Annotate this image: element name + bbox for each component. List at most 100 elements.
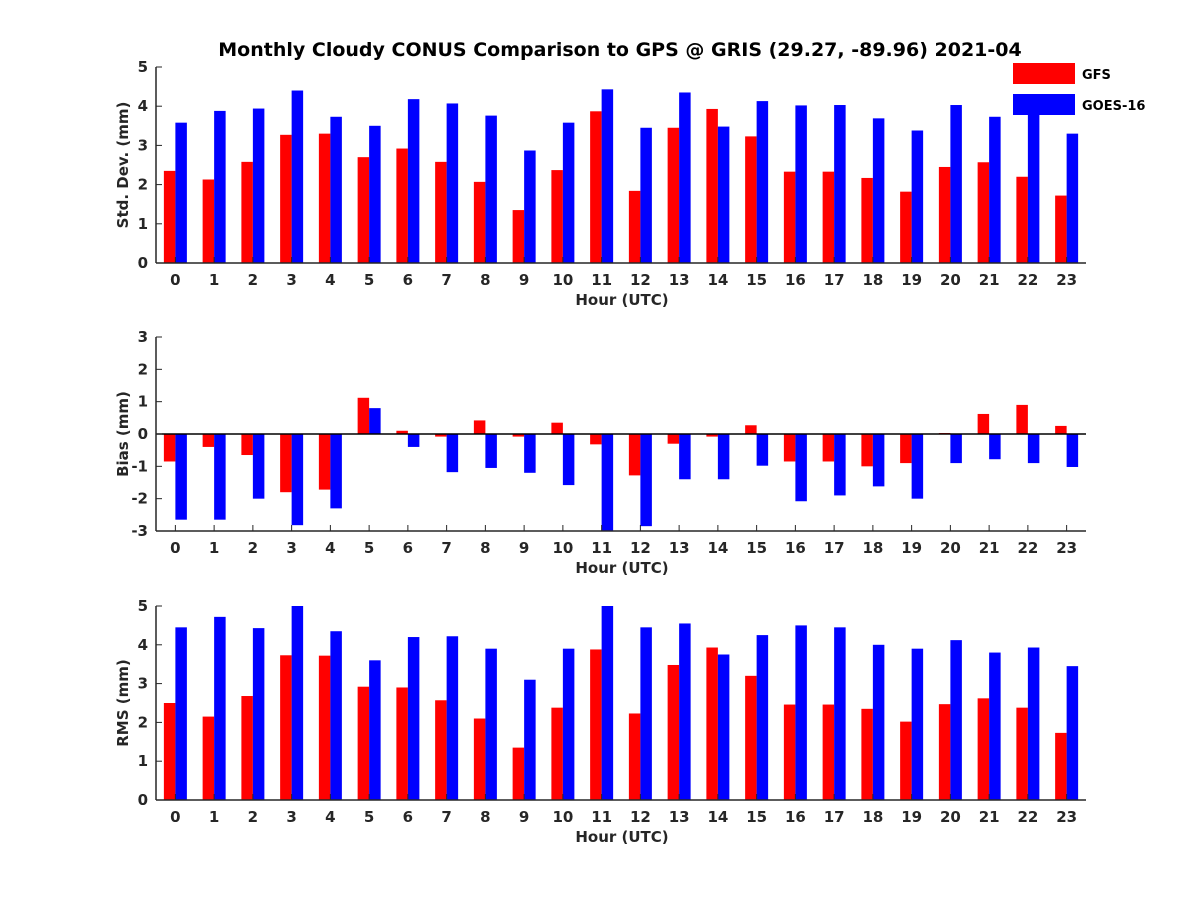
x-tick-label: 19 xyxy=(901,539,922,557)
bar-goes-16-12 xyxy=(640,434,652,527)
bar-gfs-22 xyxy=(1016,404,1028,434)
y-tick-label: 4 xyxy=(138,636,148,654)
bar-goes-16-3 xyxy=(291,434,304,526)
bar-gfs-9 xyxy=(512,747,525,800)
x-tick-label: 17 xyxy=(824,808,845,826)
legend-swatch-goes-16 xyxy=(1013,94,1075,115)
legend-label-goes-16: GOES-16 xyxy=(1082,99,1145,114)
bar-goes-16-9 xyxy=(524,434,536,473)
bar-gfs-5 xyxy=(357,686,370,800)
bar-goes-16-17 xyxy=(834,627,846,800)
bar-gfs-4 xyxy=(318,655,331,800)
x-tick-label: 15 xyxy=(746,271,767,289)
bar-goes-16-4 xyxy=(330,116,342,263)
bar-gfs-7 xyxy=(435,161,447,263)
bar-goes-16-6 xyxy=(407,434,420,447)
bar-gfs-7 xyxy=(435,434,447,437)
x-tick-label: 12 xyxy=(630,271,651,289)
bar-gfs-15 xyxy=(745,675,757,800)
bar-gfs-9 xyxy=(512,210,525,263)
bar-gfs-0 xyxy=(163,703,176,800)
bar-goes-16-12 xyxy=(640,127,652,263)
x-tick-label: 1 xyxy=(209,539,219,557)
bar-goes-16-23 xyxy=(1066,133,1079,263)
x-tick-label: 7 xyxy=(441,808,451,826)
x-tick-label: 19 xyxy=(901,808,922,826)
x-tick-label: 18 xyxy=(862,808,883,826)
y-tick-label: 3 xyxy=(138,328,148,346)
bar-goes-16-16 xyxy=(795,105,807,263)
bar-goes-16-0 xyxy=(175,122,187,263)
bar-gfs-3 xyxy=(280,434,292,493)
bar-goes-16-6 xyxy=(407,99,420,263)
x-tick-label: 22 xyxy=(1017,271,1038,289)
y-axis-label: Bias (mm) xyxy=(114,391,132,477)
x-tick-label: 2 xyxy=(248,808,258,826)
x-tick-label: 9 xyxy=(519,271,529,289)
bar-goes-16-10 xyxy=(562,434,575,486)
x-tick-label: 11 xyxy=(591,271,612,289)
y-tick-label: 0 xyxy=(138,425,148,443)
x-tick-label: 7 xyxy=(441,271,451,289)
bar-goes-16-15 xyxy=(756,434,769,466)
bar-goes-16-2 xyxy=(252,108,265,263)
bar-goes-16-0 xyxy=(175,627,187,800)
bar-goes-16-8 xyxy=(485,434,497,468)
x-tick-label: 11 xyxy=(591,808,612,826)
bar-gfs-11 xyxy=(590,649,602,800)
bar-gfs-21 xyxy=(977,698,990,800)
y-tick-label: 1 xyxy=(138,752,148,770)
x-tick-label: 5 xyxy=(364,271,374,289)
bar-goes-16-2 xyxy=(252,628,265,800)
bar-goes-16-21 xyxy=(989,434,1001,460)
bar-gfs-1 xyxy=(202,434,215,447)
y-tick-label: 4 xyxy=(138,97,148,115)
x-tick-label: 21 xyxy=(979,808,1000,826)
bar-goes-16-5 xyxy=(369,660,381,800)
bar-goes-16-0 xyxy=(175,434,187,520)
bar-goes-16-10 xyxy=(562,648,575,800)
x-tick-label: 12 xyxy=(630,808,651,826)
bar-goes-16-3 xyxy=(291,90,304,264)
bar-goes-16-19 xyxy=(911,648,924,800)
y-tick-label: -1 xyxy=(131,457,148,475)
x-tick-label: 4 xyxy=(325,808,335,826)
bar-goes-16-17 xyxy=(834,434,846,496)
bar-goes-16-23 xyxy=(1066,666,1079,800)
bar-goes-16-17 xyxy=(834,105,846,264)
x-tick-label: 1 xyxy=(209,271,219,289)
y-axis-label: Std. Dev. (mm) xyxy=(114,102,132,229)
bar-goes-16-22 xyxy=(1027,647,1040,800)
x-tick-label: 6 xyxy=(403,539,413,557)
bar-gfs-2 xyxy=(241,434,253,456)
x-tick-label: 18 xyxy=(862,271,883,289)
y-tick-label: 5 xyxy=(138,597,148,615)
bar-goes-16-7 xyxy=(446,103,459,264)
y-tick-label: 3 xyxy=(138,136,148,154)
x-tick-label: 10 xyxy=(552,271,573,289)
bar-gfs-3 xyxy=(280,655,292,800)
x-tick-label: 8 xyxy=(480,271,490,289)
x-tick-label: 17 xyxy=(824,271,845,289)
x-tick-label: 8 xyxy=(480,808,490,826)
x-tick-label: 13 xyxy=(669,271,690,289)
x-tick-label: 16 xyxy=(785,808,806,826)
bar-goes-16-10 xyxy=(562,122,575,263)
legend-label-gfs: GFS xyxy=(1082,68,1111,83)
bar-gfs-4 xyxy=(318,434,331,490)
bar-gfs-11 xyxy=(590,111,602,263)
bar-gfs-14 xyxy=(706,434,718,437)
bar-goes-16-20 xyxy=(950,434,962,464)
bar-gfs-18 xyxy=(861,708,873,800)
x-tick-label: 3 xyxy=(286,271,296,289)
bar-gfs-9 xyxy=(512,434,525,437)
bar-goes-16-16 xyxy=(795,434,807,502)
y-tick-label: 2 xyxy=(138,360,148,378)
x-tick-label: 5 xyxy=(364,808,374,826)
bar-gfs-7 xyxy=(435,700,447,800)
bar-goes-16-14 xyxy=(717,126,730,263)
x-tick-label: 6 xyxy=(403,808,413,826)
x-tick-label: 20 xyxy=(940,271,961,289)
x-tick-label: 11 xyxy=(591,539,612,557)
